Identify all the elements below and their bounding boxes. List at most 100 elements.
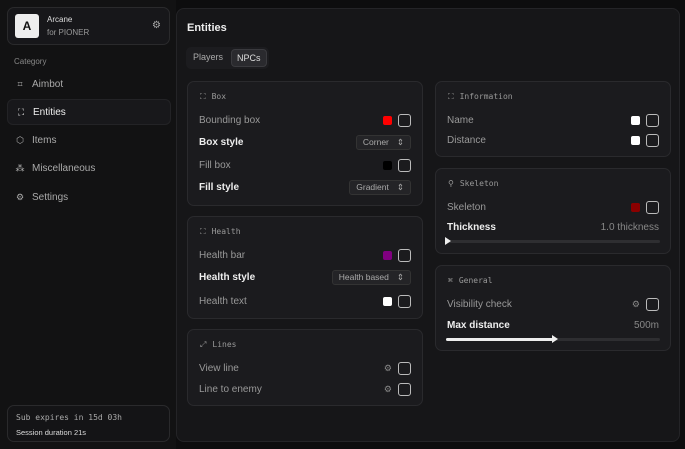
view-line-row: View line ⚙ — [199, 360, 411, 376]
color-swatch[interactable] — [631, 115, 640, 125]
tab-players[interactable]: Players — [193, 52, 224, 62]
color-swatch[interactable] — [383, 250, 392, 260]
thickness-slider[interactable] — [445, 237, 660, 245]
lines-card: ⤢ Lines View line ⚙ Line to enemy ⚙ — [187, 329, 423, 406]
sidebar: A Arcane for PIONER ⚙ Category ⌗ Aimbot ⛶… — [0, 0, 176, 449]
box-card: ⛶ Box Bounding box Box style Corner ⇕ Fill … — [187, 81, 423, 206]
gear-icon[interactable]: ⚙ — [383, 383, 392, 394]
health-text-checkbox[interactable] — [398, 294, 411, 308]
bounding-box-checkbox[interactable] — [398, 113, 411, 127]
main-panel: Entities Players NPCs ⛶ Box Bounding box … — [176, 8, 680, 442]
general-card: ⌘ General Visibility check ⚙ Max distance 5… — [435, 265, 671, 351]
chevron-updown-icon: ⇕ — [396, 271, 404, 282]
sidebar-item-settings[interactable]: ⚙ Settings — [7, 184, 171, 210]
sidebar-item-items[interactable]: ⬡ Items — [7, 127, 171, 153]
health-icon: ⛶ — [200, 227, 206, 236]
skeleton-card: ⚲ Skeleton Skeleton Thickness 1.0 thicknes… — [435, 168, 671, 254]
skeleton-row: Skeleton — [447, 199, 659, 215]
misc-icon: ⁂ — [15, 162, 25, 173]
row-label: Thickness — [447, 221, 496, 233]
row-label: Line to enemy — [199, 383, 262, 395]
card-title: Information — [459, 92, 513, 101]
box-style-select[interactable]: Corner ⇕ — [355, 134, 411, 150]
max-distance-value: 500m — [633, 319, 659, 331]
line-to-enemy-checkbox[interactable] — [398, 382, 411, 396]
row-label: Health text — [199, 295, 247, 307]
entities-icon: ⛶ — [17, 106, 25, 117]
brand-subtitle: for PIONER — [47, 28, 90, 37]
health-bar-checkbox[interactable] — [398, 248, 411, 262]
row-label: Health bar — [199, 249, 246, 261]
visibility-check-checkbox[interactable] — [646, 297, 659, 311]
information-icon: ⛶ — [448, 92, 454, 101]
gear-icon[interactable]: ⚙ — [383, 362, 392, 373]
category-label: Category — [14, 57, 47, 66]
box-style-row: Box style Corner ⇕ — [199, 134, 411, 150]
row-label: Health style — [199, 271, 256, 283]
gear-icon[interactable]: ⚙ — [631, 298, 640, 309]
card-title: Health — [211, 227, 241, 236]
card-title: Skeleton — [459, 179, 499, 188]
slider-fill — [446, 338, 553, 341]
fill-style-select[interactable]: Gradient ⇕ — [349, 179, 411, 195]
gear-icon: ⚙ — [15, 191, 25, 202]
sidebar-item-label: Settings — [32, 191, 69, 203]
max-distance-slider[interactable] — [446, 335, 660, 343]
bounding-box-row: Bounding box — [199, 112, 411, 128]
name-row: Name — [447, 112, 659, 128]
distance-row: Distance — [447, 132, 659, 148]
select-value: Gradient — [356, 182, 389, 192]
crosshair-icon: ⌗ — [17, 78, 23, 89]
line-to-enemy-row: Line to enemy ⚙ — [199, 381, 411, 397]
slider-handle[interactable] — [445, 237, 451, 245]
color-swatch[interactable] — [631, 135, 640, 145]
session-text: Session duration 21s — [16, 428, 87, 437]
color-swatch[interactable] — [383, 115, 392, 125]
row-label: Fill style — [199, 181, 240, 193]
health-style-row: Health style Health based ⇕ — [199, 269, 411, 285]
chip-icon: ⌘ — [448, 276, 453, 285]
chevron-updown-icon: ⇕ — [396, 136, 404, 147]
cube-icon: ⬡ — [16, 134, 24, 145]
fill-box-checkbox[interactable] — [398, 158, 411, 172]
logo: A — [15, 14, 39, 38]
brand-card: A Arcane for PIONER ⚙ — [7, 7, 170, 45]
row-label: Distance — [447, 134, 486, 146]
sidebar-item-miscellaneous[interactable]: ⁂ Miscellaneous — [7, 155, 171, 181]
sidebar-item-entities[interactable]: ⛶ Entities — [7, 99, 171, 125]
card-title: Box — [211, 92, 227, 101]
row-label: Fill box — [199, 159, 231, 171]
subscription-text: Sub expires in 15d 03h — [16, 413, 122, 422]
fill-style-row: Fill style Gradient ⇕ — [199, 179, 411, 195]
card-title: General — [458, 276, 493, 285]
slider-handle[interactable] — [552, 335, 558, 343]
color-swatch[interactable] — [383, 296, 392, 306]
information-card: ⛶ Information Name Distance — [435, 81, 671, 157]
health-style-select[interactable]: Health based ⇕ — [331, 269, 411, 285]
thickness-row: Thickness 1.0 thickness — [447, 219, 659, 235]
box-icon: ⛶ — [200, 92, 206, 101]
health-card: ⛶ Health Health bar Health style Health ba… — [187, 216, 423, 319]
sidebar-item-label: Miscellaneous — [32, 162, 96, 174]
line-icon: ⤢ — [200, 340, 207, 349]
skeleton-checkbox[interactable] — [646, 200, 659, 214]
name-checkbox[interactable] — [646, 113, 659, 127]
row-label: Box style — [199, 136, 244, 148]
tab-bar: Players NPCs — [186, 47, 269, 69]
thickness-value: 1.0 thickness — [600, 221, 659, 233]
chevron-updown-icon: ⇕ — [396, 181, 404, 192]
select-value: Corner — [362, 137, 389, 147]
sidebar-item-aimbot[interactable]: ⌗ Aimbot — [7, 71, 171, 97]
visibility-check-row: Visibility check ⚙ — [447, 296, 659, 312]
tab-npcs[interactable]: NPCs — [231, 49, 267, 67]
page-title: Entities — [187, 22, 227, 34]
view-line-checkbox[interactable] — [398, 361, 411, 375]
row-label: Visibility check — [447, 298, 512, 310]
row-label: Skeleton — [447, 201, 486, 213]
row-label: View line — [199, 362, 239, 374]
distance-checkbox[interactable] — [646, 133, 659, 147]
color-swatch[interactable] — [383, 160, 392, 170]
settings-gear-icon[interactable]: ⚙ — [152, 20, 161, 31]
row-label: Name — [447, 114, 474, 126]
color-swatch[interactable] — [631, 202, 640, 212]
